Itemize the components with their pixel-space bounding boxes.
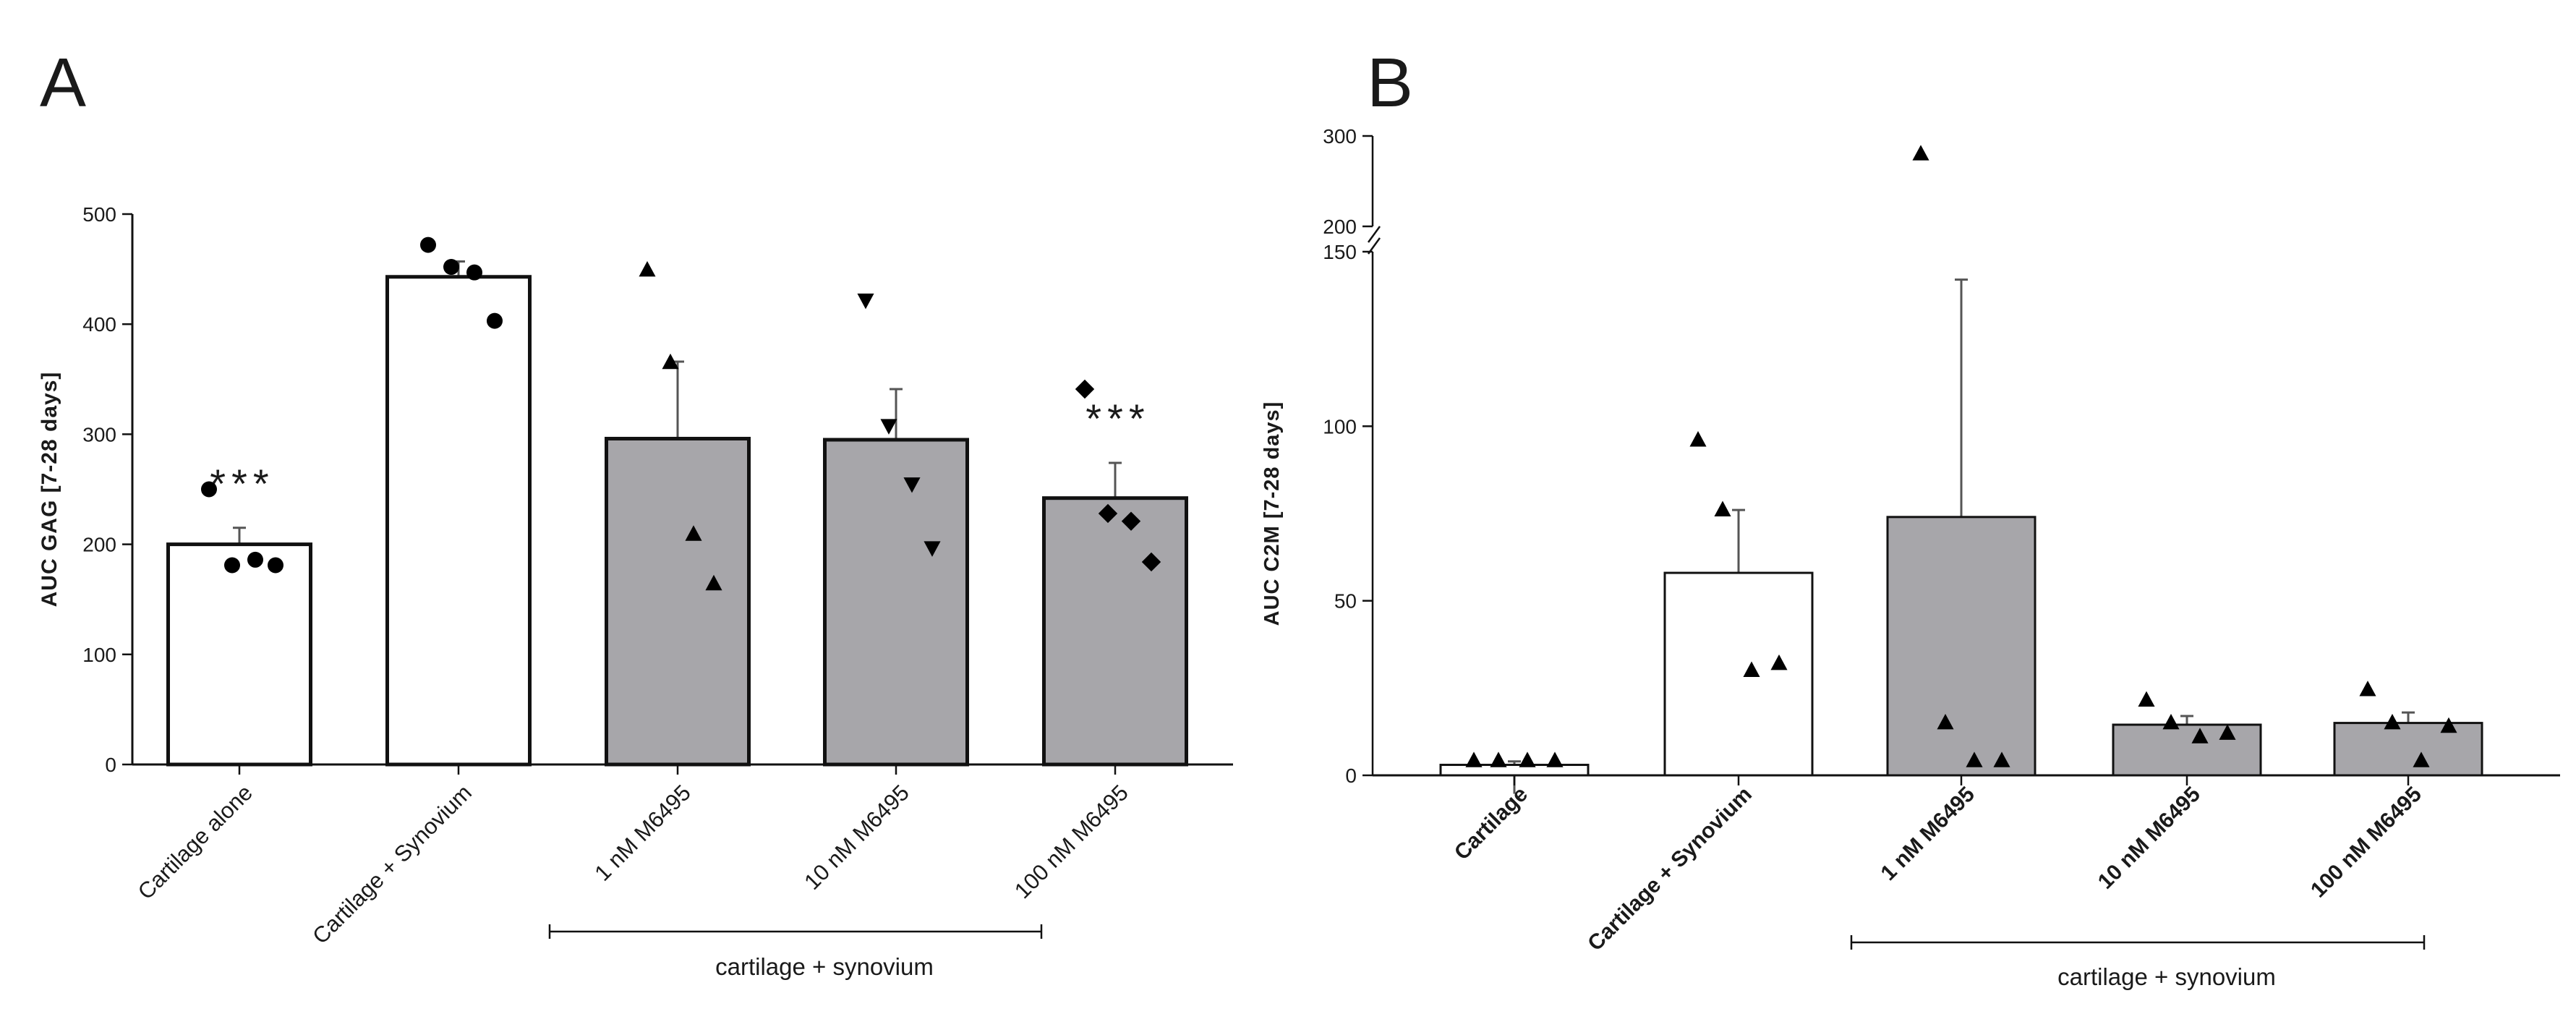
panel-b-bar-1-nm-m6495 <box>1886 516 2037 777</box>
panel-b-point-1-nm-m6495 <box>1993 751 2010 767</box>
panel-a-ytick-label: 300 <box>82 423 116 446</box>
panel-a-point-10-nm-m6495 <box>924 541 941 557</box>
panel-b-axis-break-mark-upper <box>1367 226 1381 243</box>
panel-a-point-cartilage-alone <box>224 557 240 574</box>
panel-a-point-100-nm-m6495 <box>1075 379 1095 399</box>
panel-b-point-100-nm-m6495 <box>2413 751 2430 767</box>
panel-b-ytick-label: 150 <box>1323 241 1357 263</box>
panel-a-point-10-nm-m6495 <box>903 477 921 493</box>
panel-b-point-10-nm-m6495 <box>2162 713 2180 730</box>
panel-a-significance-label: *** <box>210 461 274 506</box>
panel-a-point-cartilage-alone <box>268 557 283 574</box>
panel-a-category-label-1-nm-m6495: 1 nM M6495 <box>589 780 696 886</box>
panel-b-bar-cartilage <box>1439 764 1590 777</box>
panel-a-significance-label: *** <box>1086 396 1150 441</box>
panel-a-point-1-nm-m6495 <box>662 353 679 370</box>
panel-a-category-label-cartilage-synovium: Cartilage + Synovium <box>307 780 477 949</box>
panel-b-category-label-cartilage-synovium: Cartilage + Synovium <box>1583 783 1757 956</box>
panel-b-point-cartilage-synovium <box>1743 661 1760 677</box>
panel-b-ytick-label: 100 <box>1323 415 1357 438</box>
panel-a-group-label: cartilage + synovium <box>715 953 934 980</box>
panel-a-point-100-nm-m6495 <box>1141 552 1161 572</box>
panel-a-bar-10-nm-m6495 <box>823 438 969 767</box>
panel-a-chart: 0 100 200 300 400 500 AUC GAG [7-28 days] *** Ca… <box>38 203 1233 980</box>
panel-b-point-1-nm-m6495 <box>1912 145 1929 161</box>
panel-a-point-1-nm-m6495 <box>685 525 702 541</box>
panel-b-category-label-100-nm-m6495: 100 nM M6495 <box>2306 783 2426 903</box>
panel-a-letter: A <box>40 44 86 122</box>
panel-a-point-cartilage-synovium <box>466 264 482 281</box>
panel-b-category-label-cartilage: Cartilage <box>1450 783 1532 865</box>
panel-b-point-cartilage <box>1546 751 1564 767</box>
panel-a-bar-cartilage-synovium <box>385 275 532 767</box>
panel-b-ytick-label: 200 <box>1323 216 1357 238</box>
panel-a-point-1-nm-m6495 <box>639 260 656 277</box>
panel-a-point-cartilage-alone <box>247 551 263 568</box>
panel-b-point-100-nm-m6495 <box>2384 713 2401 730</box>
panel-a-bar-100-nm-m6495 <box>1042 496 1188 767</box>
panel-a-ytick-label: 500 <box>82 203 116 226</box>
panel-b-point-1-nm-m6495 <box>1937 713 1954 730</box>
panel-b-bar-100-nm-m6495 <box>2333 722 2483 777</box>
panel-b-y-axis-title: AUC C2M [7-28 days] <box>1261 401 1284 626</box>
panel-b-point-cartilage <box>1490 751 1507 767</box>
panel-a-point-10-nm-m6495 <box>880 419 897 435</box>
panel-b-point-cartilage <box>1465 751 1483 767</box>
panel-b-point-10-nm-m6495 <box>2191 728 2209 744</box>
panel-a-y-axis-title: AUC GAG [7-28 days] <box>38 372 61 608</box>
panel-a-bar-1-nm-m6495 <box>605 436 751 767</box>
panel-b-ytick-label: 300 <box>1323 125 1357 148</box>
panel-a-point-1-nm-m6495 <box>705 574 722 591</box>
panel-b-point-1-nm-m6495 <box>1966 751 1983 767</box>
panel-a-point-cartilage-alone <box>201 481 217 498</box>
panel-b-point-cartilage-synovium <box>1689 430 1707 447</box>
panel-a-category-label-cartilage-alone: Cartilage alone <box>133 780 257 904</box>
panel-a-category-label-10-nm-m6495: 10 nM M6495 <box>799 780 914 895</box>
panel-a-ytick-label: 200 <box>82 534 116 556</box>
panel-b-point-100-nm-m6495 <box>2359 681 2376 696</box>
panel-a-point-cartilage-synovium <box>487 312 503 329</box>
panel-b-point-10-nm-m6495 <box>2138 691 2155 707</box>
panel-a-point-cartilage-synovium <box>420 237 436 253</box>
panel-a-ytick-label: 100 <box>82 644 116 666</box>
panel-a-point-100-nm-m6495 <box>1121 511 1141 531</box>
panel-b-chart: 0 50 100 150 200 300 AUC C2M [7-28 days] Cartil… <box>1261 125 2560 990</box>
panel-b-point-10-nm-m6495 <box>2219 724 2236 740</box>
panel-b-point-cartilage-synovium <box>1770 654 1788 670</box>
panel-a-point-100-nm-m6495 <box>1098 503 1118 524</box>
panel-a-ytick-label: 0 <box>105 754 116 776</box>
panel-b-ytick-label: 0 <box>1345 764 1357 787</box>
panel-a-ytick-label: 400 <box>82 313 116 336</box>
panel-a-bar-cartilage-alone <box>166 542 312 767</box>
panel-a-point-cartilage-synovium <box>443 259 459 276</box>
panel-b-bar-10-nm-m6495 <box>2112 723 2262 777</box>
panel-a-point-10-nm-m6495 <box>857 293 874 310</box>
panel-b-bar-cartilage-synovium <box>1663 571 1814 777</box>
panel-a-category-label-100-nm-m6495: 100 nM M6495 <box>1010 780 1133 903</box>
panel-b-point-100-nm-m6495 <box>2440 717 2457 733</box>
panel-b-category-label-10-nm-m6495: 10 nM M6495 <box>2094 783 2205 894</box>
panel-b-ytick-label: 50 <box>1334 590 1357 613</box>
panel-b-group-label: cartilage + synovium <box>2057 963 2276 990</box>
panel-b-category-label-1-nm-m6495: 1 nM M6495 <box>1877 783 1979 885</box>
panel-b-point-cartilage-synovium <box>1714 500 1731 516</box>
panel-b-letter: B <box>1367 44 1413 122</box>
panel-b-point-cartilage <box>1519 751 1536 767</box>
